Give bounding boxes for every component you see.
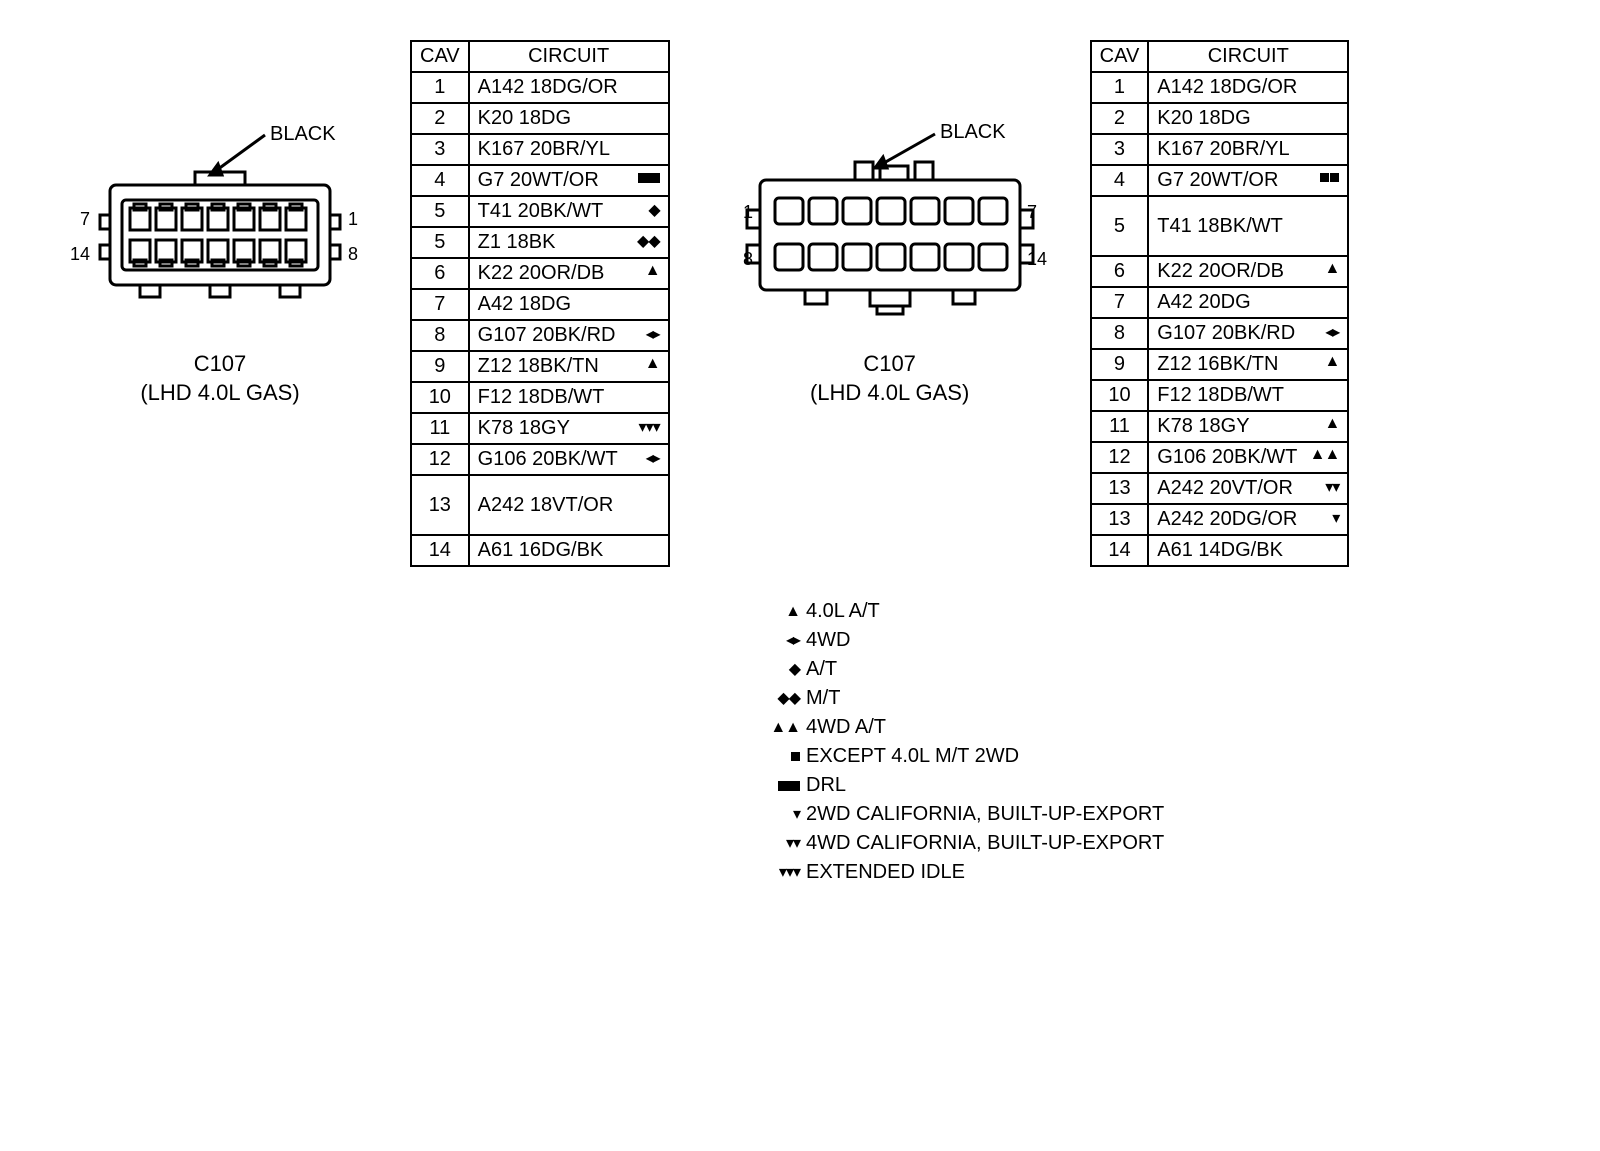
- table-row: 4G7 20WT/OR: [411, 165, 669, 196]
- svg-text:7: 7: [1027, 202, 1037, 222]
- table-row: 2K20 18DG: [411, 103, 669, 134]
- legend-item: ▲▲4WD A/T: [740, 713, 1540, 742]
- table-row: 9Z12 16BK/TN▲: [1091, 349, 1349, 380]
- color-label-left: BLACK: [270, 123, 336, 145]
- color-label-right: BLACK: [940, 121, 1006, 143]
- connector-label-left: C107 (LHD 4.0L GAS): [140, 350, 299, 407]
- table-row: 7A42 18DG: [411, 289, 669, 320]
- legend-item: ▲4.0L A/T: [740, 597, 1540, 626]
- table-row: 5T41 20BK/WT◆: [411, 196, 669, 227]
- legend-item: DRL: [740, 771, 1540, 800]
- svg-text:8: 8: [743, 249, 753, 269]
- legend-item: ▾2WD CALIFORNIA, BUILT-UP-EXPORT: [740, 800, 1540, 829]
- connector-male-icon: BLACK: [725, 120, 1055, 340]
- table-row: 8G107 20BK/RD◂▸: [411, 320, 669, 351]
- table-row: 14A61 14DG/BK: [1091, 535, 1349, 566]
- legend-item: ◆A/T: [740, 655, 1540, 684]
- table-row: 4G7 20WT/OR: [1091, 165, 1349, 196]
- table-row: 7A42 20DG: [1091, 287, 1349, 318]
- connector-female-icon: BLACK: [70, 120, 370, 340]
- table-row: 2K20 18DG: [1091, 103, 1349, 134]
- pin-table-left: CAV CIRCUIT 1A142 18DG/OR2K20 18DG3K167 …: [410, 40, 670, 567]
- svg-text:14: 14: [1027, 249, 1047, 269]
- table-row: 8G107 20BK/RD◂▸: [1091, 318, 1349, 349]
- table-row: 9Z12 18BK/TN▲: [411, 351, 669, 382]
- table-row: 14A61 16DG/BK: [411, 535, 669, 566]
- table-row: 6K22 20OR/DB▲: [411, 258, 669, 289]
- table-row: 13A242 20DG/OR▾: [1091, 504, 1349, 535]
- svg-text:7: 7: [80, 209, 90, 229]
- table-row: 11K78 18GY▲: [1091, 411, 1349, 442]
- table-row: 6K22 20OR/DB▲: [1091, 256, 1349, 287]
- table-row: 5Z1 18BK◆◆: [411, 227, 669, 258]
- table-row: 1A142 18DG/OR: [411, 72, 669, 103]
- table-row: 10F12 18DB/WT: [411, 382, 669, 413]
- legend-item: ▾▾▾EXTENDED IDLE: [740, 858, 1540, 887]
- legend-item: ◆◆M/T: [740, 684, 1540, 713]
- table-row: 1A142 18DG/OR: [1091, 72, 1349, 103]
- table-row: 3K167 20BR/YL: [1091, 134, 1349, 165]
- svg-text:1: 1: [743, 202, 753, 222]
- table-row: 10F12 18DB/WT: [1091, 380, 1349, 411]
- table-row: 13A242 18VT/OR: [411, 475, 669, 535]
- table-row: 11K78 18GY▾▾▾: [411, 413, 669, 444]
- legend-item: ◂▸4WD: [740, 626, 1540, 655]
- svg-text:1: 1: [348, 209, 358, 229]
- table-row: 13A242 20VT/OR▾▾: [1091, 473, 1349, 504]
- table-row: 3K167 20BR/YL: [411, 134, 669, 165]
- legend-item: ▾▾4WD CALIFORNIA, BUILT-UP-EXPORT: [740, 829, 1540, 858]
- svg-text:14: 14: [70, 244, 90, 264]
- legend: ▲4.0L A/T◂▸4WD◆A/T◆◆M/T▲▲4WD A/TEXCEPT 4…: [740, 597, 1540, 887]
- table-row: 12G106 20BK/WT◂▸: [411, 444, 669, 475]
- table-row: 12G106 20BK/WT▲▲: [1091, 442, 1349, 473]
- legend-item: EXCEPT 4.0L M/T 2WD: [740, 742, 1540, 771]
- pin-table-right: CAV CIRCUIT 1A142 18DG/OR2K20 18DG3K167 …: [1090, 40, 1350, 567]
- svg-text:8: 8: [348, 244, 358, 264]
- table-row: 5T41 18BK/WT: [1091, 196, 1349, 256]
- connector-label-right: C107 (LHD 4.0L GAS): [810, 350, 969, 407]
